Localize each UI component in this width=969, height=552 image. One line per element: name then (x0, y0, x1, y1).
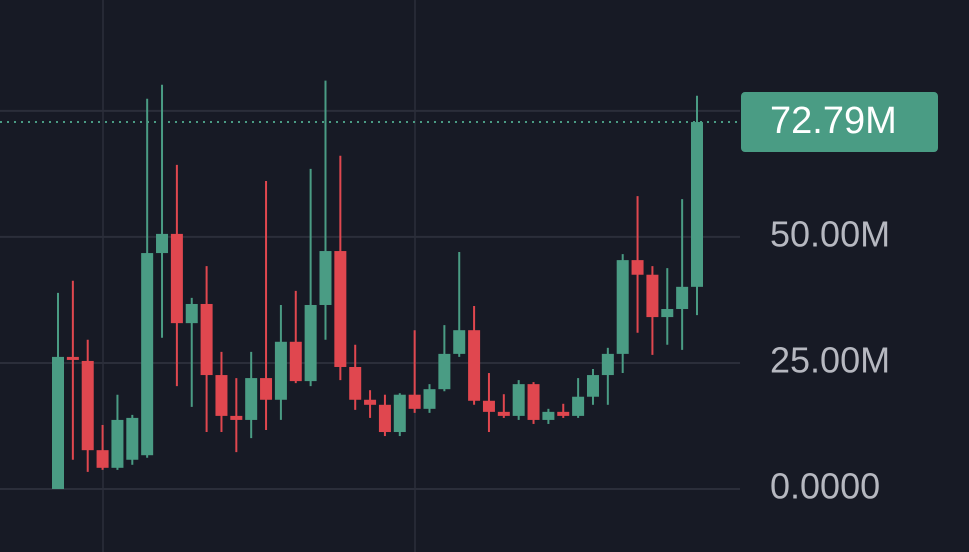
last-price-badge (741, 92, 938, 153)
candle-body (691, 122, 703, 287)
candle-body (601, 353, 614, 376)
candle-body (230, 415, 243, 420)
candle-body (646, 274, 659, 318)
candle-body (616, 260, 629, 354)
candle-body (52, 356, 64, 489)
candle-body (66, 356, 79, 360)
candle-body (245, 378, 258, 420)
candle-body (200, 303, 213, 376)
candle-body (185, 303, 198, 324)
candle-body (215, 375, 228, 416)
candle-body (304, 304, 317, 382)
candle-body (542, 411, 555, 420)
candle-body (378, 404, 391, 433)
candle-body (497, 411, 510, 416)
candle-body (453, 330, 466, 354)
y-tick-label: 50.00M (770, 213, 890, 254)
candle-body (334, 251, 347, 367)
candle-body (557, 411, 570, 416)
candle-body (586, 375, 599, 397)
candle-body (661, 309, 674, 318)
candle-body (631, 260, 644, 275)
candle-body (126, 417, 139, 460)
candle-body (274, 341, 287, 400)
candle-body (438, 353, 451, 390)
candle-body (289, 341, 302, 382)
candle-body (81, 360, 94, 451)
candle-body (527, 384, 540, 420)
candle-body (393, 394, 406, 433)
candle-body (364, 399, 377, 405)
candle-body (408, 394, 421, 409)
candle-body (349, 366, 362, 400)
candle-body (141, 253, 154, 456)
candle-body (423, 389, 436, 409)
candle-body (111, 419, 124, 468)
y-tick-label: 25.00M (770, 339, 890, 380)
candle-body (170, 233, 183, 324)
candle-body (156, 233, 169, 254)
candle-body (512, 384, 525, 416)
candle-body (319, 251, 332, 305)
candle-body (260, 378, 273, 400)
candle-body (482, 400, 495, 412)
candle-body (468, 330, 481, 401)
candle-body (572, 396, 585, 416)
last-price-label: 72.79M (770, 100, 897, 142)
candle-body (96, 450, 109, 468)
y-tick-label: 0.0000 (770, 466, 880, 507)
candle-body (676, 286, 689, 310)
